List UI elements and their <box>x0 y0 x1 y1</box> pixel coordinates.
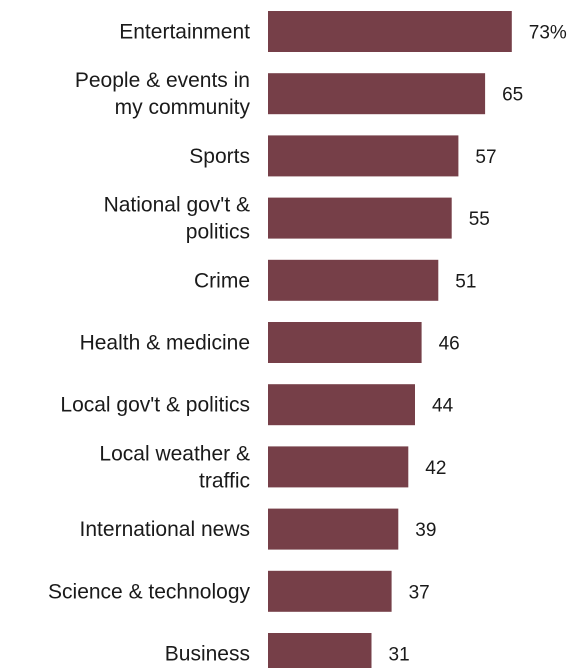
category-label: Local gov't & politics <box>60 394 250 417</box>
value-label: 39 <box>415 520 436 541</box>
bar <box>268 135 459 177</box>
bar <box>268 73 486 115</box>
value-label: 65 <box>502 85 523 106</box>
bar <box>268 508 399 550</box>
bar <box>268 259 439 301</box>
value-label: 51 <box>455 271 476 292</box>
bar <box>268 446 409 488</box>
bar <box>268 633 372 668</box>
bar <box>268 384 415 426</box>
category-label: Crime <box>194 269 250 292</box>
category-label: Entertainment <box>119 21 250 44</box>
bar <box>268 570 392 612</box>
category-label: Local weather & traffic <box>99 442 250 492</box>
category-label: International news <box>80 518 250 541</box>
category-label: Science & technology <box>48 580 250 603</box>
category-label: People & events in my community <box>75 69 251 119</box>
value-label: 73% <box>529 23 567 44</box>
value-label: 42 <box>425 458 446 479</box>
bar <box>268 322 422 363</box>
bar <box>268 197 452 239</box>
value-label: 55 <box>469 209 490 230</box>
bar <box>268 11 512 52</box>
value-label: 37 <box>409 582 430 603</box>
category-label: Business <box>165 643 250 666</box>
value-label: 31 <box>389 645 410 666</box>
category-label: Sports <box>189 145 250 168</box>
value-label: 57 <box>475 147 496 168</box>
value-label: 46 <box>439 334 460 355</box>
category-label: Health & medicine <box>80 332 250 355</box>
value-label: 44 <box>432 396 454 417</box>
category-label: National gov't & politics <box>104 194 250 244</box>
